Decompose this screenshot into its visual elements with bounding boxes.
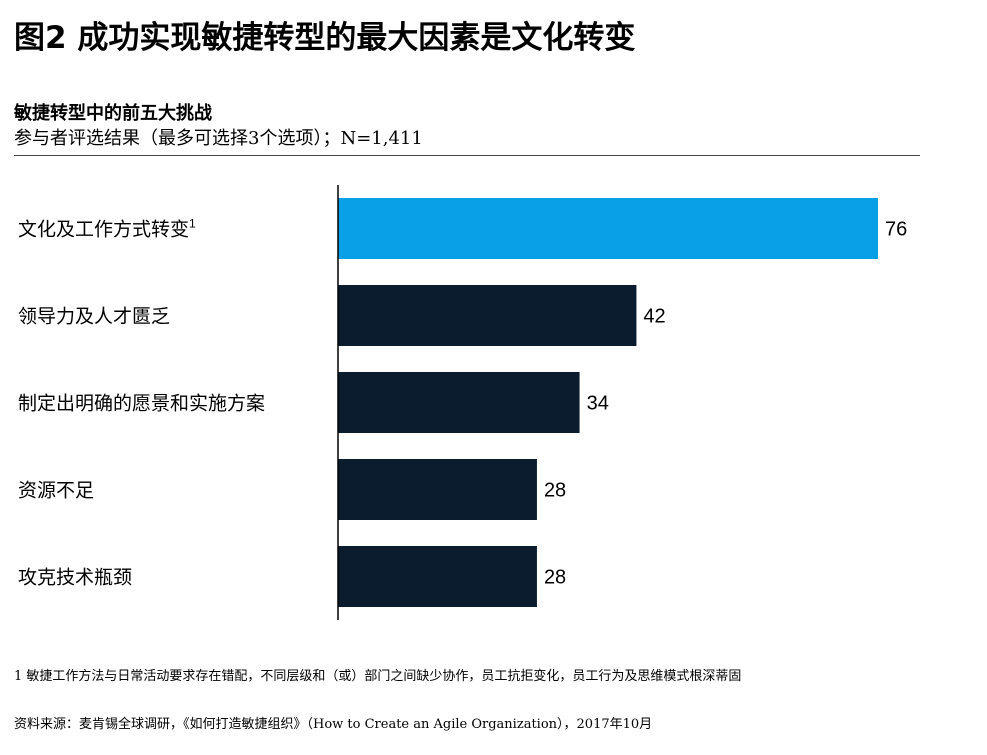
category-label-3: 制定出明确的愿景和实施方案 [18, 393, 265, 415]
bar-2 [338, 285, 637, 346]
source-note: 资料来源：麦肯锡全球调研，《如何打造敏捷组织》（How to Create an… [14, 717, 653, 732]
bar-chart: 文化及工作方式转变1 76 领导力及人才匮乏 42 制定出明确的愿景和实施方案 34 资源不… [18, 185, 907, 620]
value-label-2: 42 [643, 306, 665, 328]
footnote-marker: 1 [189, 217, 196, 231]
value-label-1: 76 [885, 219, 907, 241]
chart-bars-group: 文化及工作方式转变1 76 领导力及人才匮乏 42 制定出明确的愿景和实施方案 34 资源不… [18, 198, 907, 607]
value-label-3: 34 [587, 393, 609, 415]
chart-subtitle: 参与者评选结果（最多可选择3个选项）；N=1,411 [14, 128, 423, 149]
category-label-4: 资源不足 [18, 480, 94, 502]
chart-title: 敏捷转型中的前五大挑战 [14, 103, 212, 124]
value-label-4: 28 [544, 480, 566, 502]
value-label-5: 28 [544, 567, 566, 589]
bar-4 [338, 459, 537, 520]
category-label-2: 领导力及人才匮乏 [18, 306, 170, 328]
bar-5 [338, 546, 537, 607]
page-title: 图2 成功实现敏捷转型的最大因素是文化转变 [14, 20, 636, 56]
category-label-5: 攻克技术瓶颈 [18, 567, 132, 589]
bar-1 [338, 198, 878, 259]
footnote: 1 敏捷工作方法与日常活动要求存在错配，不同层级和（或）部门之间缺少协作，员工抗… [14, 669, 742, 684]
header-divider [14, 155, 920, 156]
bar-3 [338, 372, 580, 433]
category-label-1: 文化及工作方式转变1 [18, 217, 196, 241]
